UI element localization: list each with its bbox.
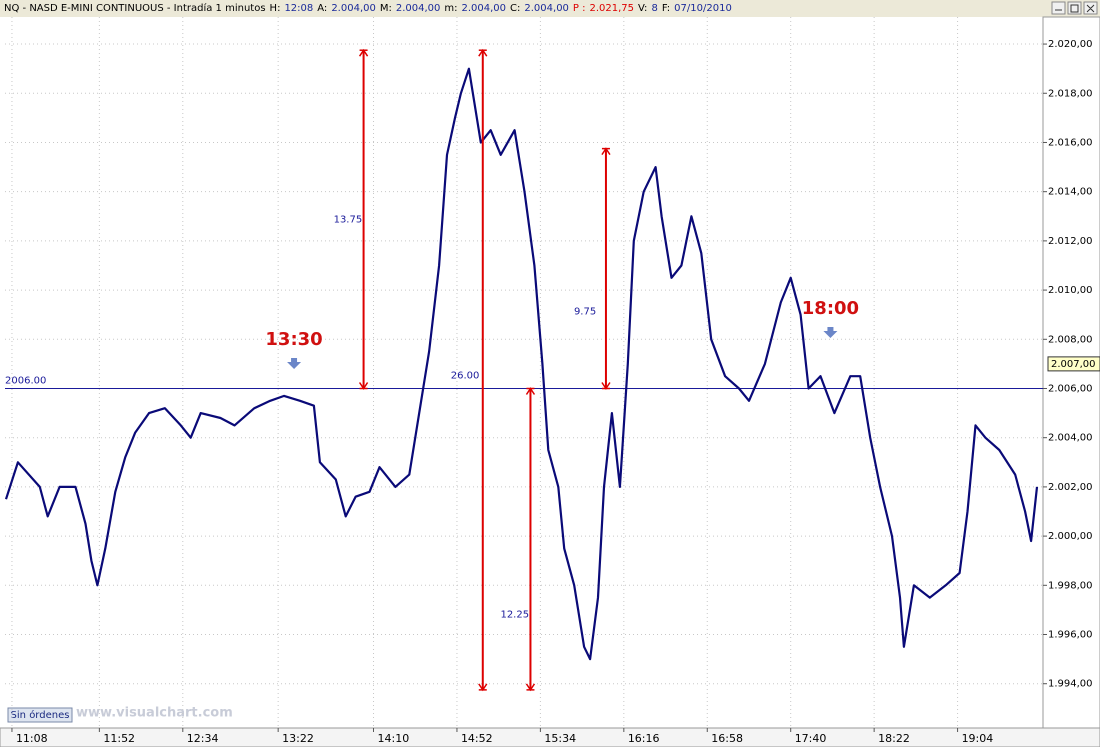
header-text: 2.021,75 (590, 3, 635, 14)
y-tick-label: 2.010,00 (1048, 285, 1093, 296)
header-text: 07/10/2010 (674, 3, 732, 14)
watermark: www.visualchart.com (76, 706, 233, 721)
marker-arrow (287, 358, 302, 369)
measure-label: 9.75 (574, 307, 596, 318)
header-text: P : (573, 3, 586, 14)
header-bar (0, 0, 1100, 17)
status-box[interactable] (7, 707, 73, 723)
x-tick-label: 16:16 (628, 732, 660, 745)
header-text: 12:08 (284, 3, 313, 14)
price-axis (1042, 16, 1100, 747)
y-tick-label: 1.994,00 (1048, 679, 1093, 690)
header-text: 2.004,00 (396, 3, 441, 14)
header-text: H: (270, 3, 281, 14)
x-tick-label: 12:34 (187, 732, 219, 745)
price-line (4, 67, 1039, 661)
marker-arrow (823, 327, 838, 338)
x-tick-label: 15:34 (544, 732, 576, 745)
x-tick-label: 11:52 (103, 732, 135, 745)
y-tick-label: 2.018,00 (1048, 88, 1093, 99)
header-text: F: (662, 3, 670, 14)
y-tick-label: 2.020,00 (1048, 39, 1093, 50)
status-text: Sin órdenes (11, 709, 70, 721)
x-tick-label: 18:22 (878, 732, 910, 745)
y-tick-label: 2.006,00 (1048, 383, 1093, 394)
y-tick-label: 2.000,00 (1048, 531, 1093, 542)
time-axis (0, 727, 1100, 747)
y-tick-label: 2.014,00 (1048, 187, 1093, 198)
header-text: A: (317, 3, 327, 14)
measure-label: 26.00 (451, 370, 480, 381)
y-tick-label: 2.004,00 (1048, 433, 1093, 444)
header-text: m: (444, 3, 457, 14)
header-text: V: (638, 3, 647, 14)
x-tick-label: 16:58 (711, 732, 743, 745)
y-tick-label: 2.012,00 (1048, 236, 1093, 247)
header-text: 2.004,00 (462, 3, 507, 14)
measure-label: 13.75 (334, 214, 363, 225)
last-price-label: 2.007,00 (1051, 359, 1096, 370)
y-tick-label: 2.002,00 (1048, 482, 1093, 493)
horizontal-line-label: 2006.00 (5, 375, 46, 386)
y-tick-label: 1.998,00 (1048, 580, 1093, 591)
y-tick-label: 2.016,00 (1048, 137, 1093, 148)
x-tick-label: 13:22 (282, 732, 314, 745)
header-text: C: (510, 3, 520, 14)
header-text: NQ - NASD E-MINI CONTINUOUS - Intradía 1… (4, 2, 266, 14)
x-tick-label: 14:10 (378, 732, 410, 745)
marker-label: 13:30 (265, 329, 322, 350)
x-tick-label: 19:04 (962, 732, 994, 745)
header-text: 2.004,00 (524, 3, 569, 14)
y-tick-label: 1.996,00 (1048, 630, 1093, 641)
header-text: 8 (651, 3, 657, 14)
measure-label: 12.25 (500, 610, 529, 621)
header-text: 2.004,00 (331, 3, 376, 14)
y-tick-label: 2.008,00 (1048, 334, 1093, 345)
x-tick-label: 14:52 (461, 732, 493, 745)
header-text: M: (380, 3, 392, 14)
x-tick-label: 17:40 (795, 732, 827, 745)
marker-label: 18:00 (802, 298, 859, 319)
x-tick-label: 11:08 (16, 732, 48, 745)
minimize-button[interactable] (1051, 1, 1066, 15)
last-price-box (1047, 356, 1100, 372)
window-buttons (1051, 1, 1098, 15)
